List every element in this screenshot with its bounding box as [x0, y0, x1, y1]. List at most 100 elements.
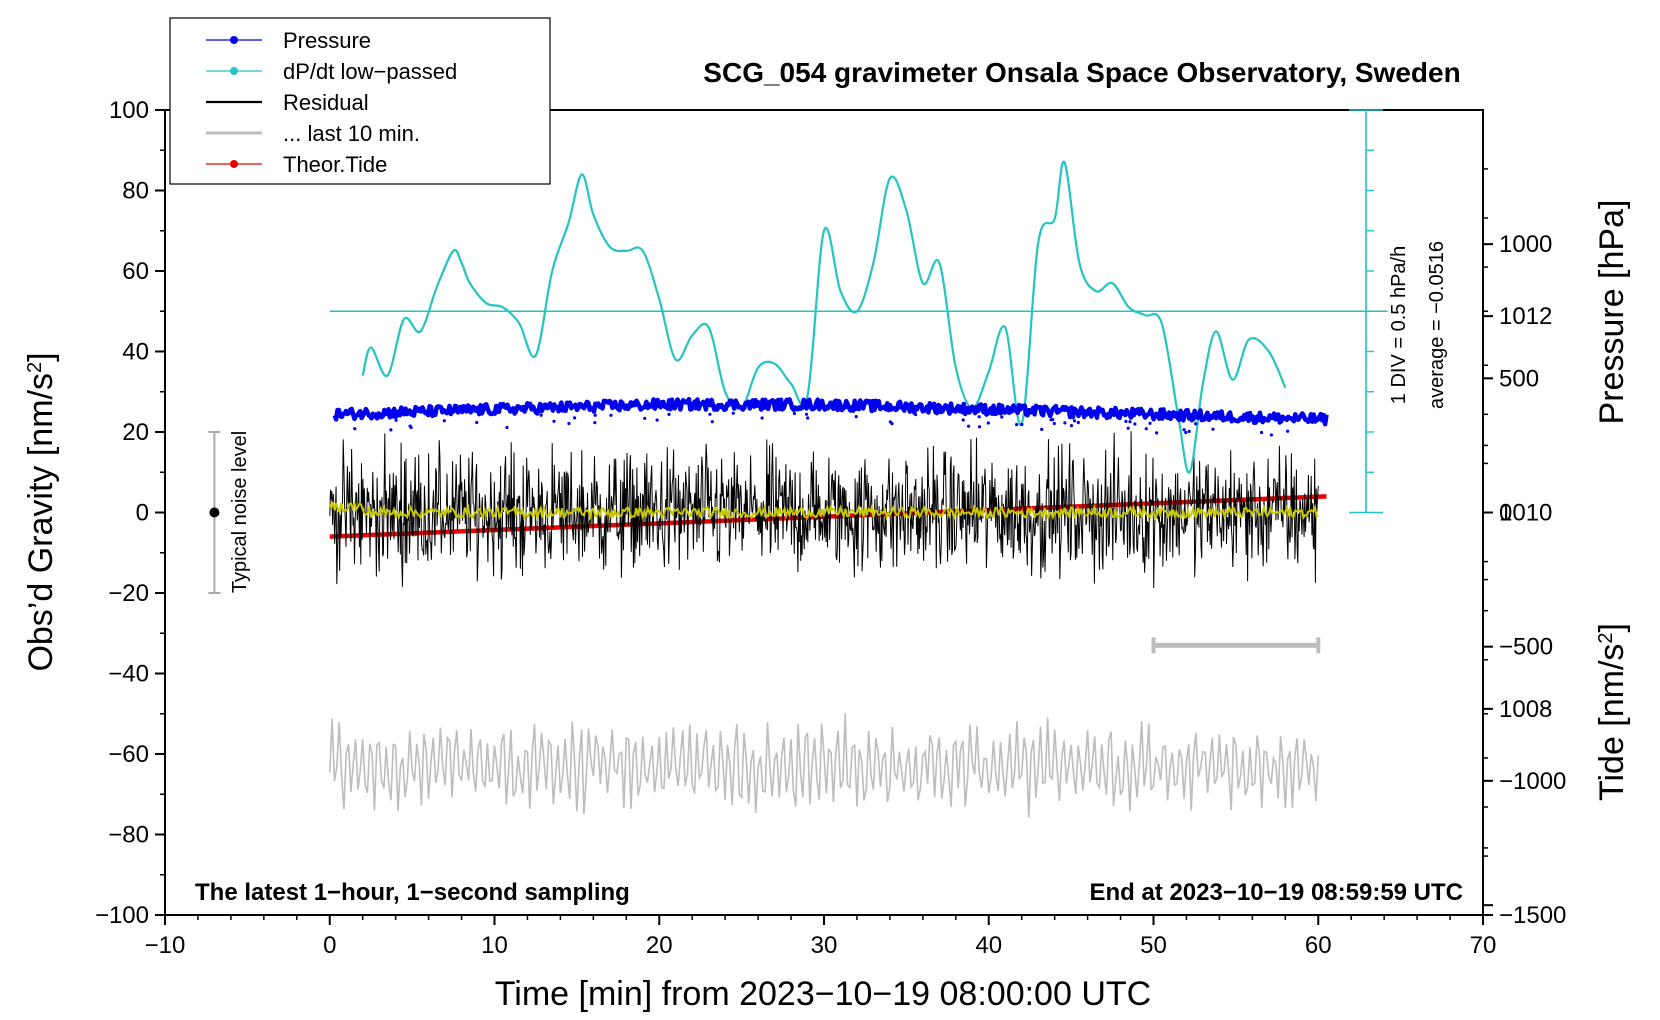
- pressure-point: [1260, 430, 1264, 435]
- pressure-point: [967, 424, 971, 428]
- y-tick-label: −40: [108, 661, 149, 688]
- x-tick-label: 50: [1140, 932, 1167, 959]
- pressure-point: [505, 425, 509, 430]
- pressure-point: [1052, 421, 1056, 426]
- x-tick-label: 60: [1305, 932, 1332, 959]
- y-tick-label: 60: [122, 258, 149, 285]
- legend-label: ... last 10 min.: [283, 121, 420, 146]
- legend-label: Pressure: [283, 28, 371, 53]
- tide-axis-label: Tide [nm/s2]: [1593, 623, 1631, 801]
- y-tick-label: 100: [109, 97, 149, 124]
- pressure-point: [1269, 433, 1273, 437]
- last10-range-bar: [1151, 637, 1321, 654]
- pressure-point: [1182, 428, 1186, 432]
- pressure-point: [792, 411, 797, 416]
- pressure-point: [1211, 427, 1215, 431]
- tide-tick-label: −1500: [1499, 902, 1566, 929]
- pressure-point: [804, 412, 809, 416]
- pressure-point: [552, 419, 556, 423]
- pressure-tick-label: 1010: [1499, 500, 1552, 527]
- residual-series: [328, 431, 1319, 589]
- pressure-point: [353, 427, 357, 431]
- pressure-point: [1184, 430, 1188, 435]
- noise-level-label: Typical noise level: [229, 431, 251, 593]
- pressure-point: [914, 412, 918, 417]
- dpdt-series: [361, 160, 1287, 474]
- bottom-right-note: End at 2023−10−19 08:59:59 UTC: [1089, 879, 1463, 906]
- pressure-point: [1128, 420, 1132, 424]
- pressure-point: [710, 420, 714, 424]
- x-axis-ticks: −10 0 10 20 30 40 50 60 70: [145, 915, 1497, 959]
- pressure-point: [1049, 418, 1053, 422]
- dpdt-div-label: 1 DIV = 0.5 hPa/h: [1388, 246, 1410, 404]
- y-tick-label: −20: [108, 580, 149, 607]
- pressure-point: [961, 418, 965, 422]
- y-tick-label: 80: [122, 178, 149, 205]
- pressure-point: [1020, 422, 1024, 426]
- pressure-line: [332, 396, 1329, 427]
- x-tick-label: 70: [1470, 932, 1497, 959]
- pressure-point: [655, 418, 659, 422]
- last10-series: [329, 713, 1320, 818]
- pressure-point: [394, 418, 398, 422]
- residual-smooth-line: [328, 500, 1319, 522]
- pressure-point: [408, 424, 412, 428]
- pressure-point: [890, 422, 894, 426]
- tide-axis-label-main: Tide [nm/s: [1593, 644, 1631, 801]
- pressure-point: [1000, 415, 1004, 419]
- pressure-point: [854, 415, 858, 419]
- pressure-axis-ticks: 1008 1010 1012: [1483, 168, 1552, 907]
- legend: Pressure dP/dt low−passed Residual ... last…: [169, 17, 551, 185]
- y-tick-label: 0: [136, 500, 149, 527]
- pressure-point: [643, 416, 647, 420]
- y-axis-label-main: Obs’d Gravity [nm/s: [22, 373, 60, 672]
- pressure-point: [1286, 429, 1290, 433]
- tide-tick-label: −500: [1499, 634, 1553, 661]
- pressure-point: [573, 416, 577, 420]
- chart-title: SCG_054 gravimeter Onsala Space Observat…: [703, 57, 1460, 88]
- pressure-point: [609, 413, 613, 417]
- y-axis-ticks: −100 −80 −60 −40 −20 0 20 40 60 80 100: [95, 97, 165, 929]
- x-tick-label: −10: [145, 932, 186, 959]
- tide-axis-label-close: ]: [1593, 623, 1631, 632]
- tide-tick-label: 0: [1499, 500, 1512, 527]
- pressure-point: [442, 419, 446, 423]
- dpdt-scale-bar: [329, 109, 1388, 514]
- bottom-left-note: The latest 1−hour, 1−second sampling: [195, 879, 630, 906]
- pressure-point: [1124, 419, 1128, 423]
- dpdt-average-label: average = −0.0516: [1426, 241, 1448, 409]
- pressure-point: [1063, 421, 1067, 425]
- tide-tick-label: 1000: [1499, 231, 1552, 258]
- y-axis-label-sup: 2: [24, 362, 46, 373]
- pressure-point: [1148, 421, 1152, 425]
- pressure-point: [593, 421, 597, 425]
- pressure-point: [389, 428, 393, 432]
- pressure-point: [539, 413, 543, 417]
- tide-axis-label-sup: 2: [1595, 632, 1617, 643]
- legend-swatch-marker: [230, 67, 238, 75]
- pressure-point: [806, 416, 810, 420]
- x-tick-label: 30: [811, 932, 838, 959]
- pressure-tick-label: 1008: [1499, 696, 1552, 723]
- y-axis-label-close: ]: [22, 352, 60, 361]
- pressure-point: [1194, 422, 1198, 426]
- y-axis-label: Obs’d Gravity [nm/s2]: [22, 352, 60, 671]
- pressure-series: [332, 396, 1329, 437]
- y-tick-label: −100: [95, 902, 149, 929]
- x-tick-label: 0: [323, 932, 336, 959]
- legend-swatch-marker: [230, 36, 238, 44]
- tide-tick-label: 500: [1499, 365, 1539, 392]
- y-tick-label: −60: [108, 741, 149, 768]
- last10-line: [329, 713, 1320, 818]
- pressure-axis-label: Pressure [hPa]: [1593, 200, 1631, 425]
- pressure-point: [977, 415, 981, 419]
- pressure-point: [1072, 419, 1077, 423]
- pressure-point: [1015, 423, 1019, 427]
- x-axis-label: Time [min] from 2023−10−19 08:00:00 UTC: [495, 975, 1151, 1013]
- pressure-point: [977, 425, 982, 429]
- legend-label: Theor.Tide: [283, 152, 387, 177]
- pressure-point: [667, 412, 671, 416]
- pressure-point: [1133, 422, 1137, 426]
- pressure-point: [708, 412, 712, 416]
